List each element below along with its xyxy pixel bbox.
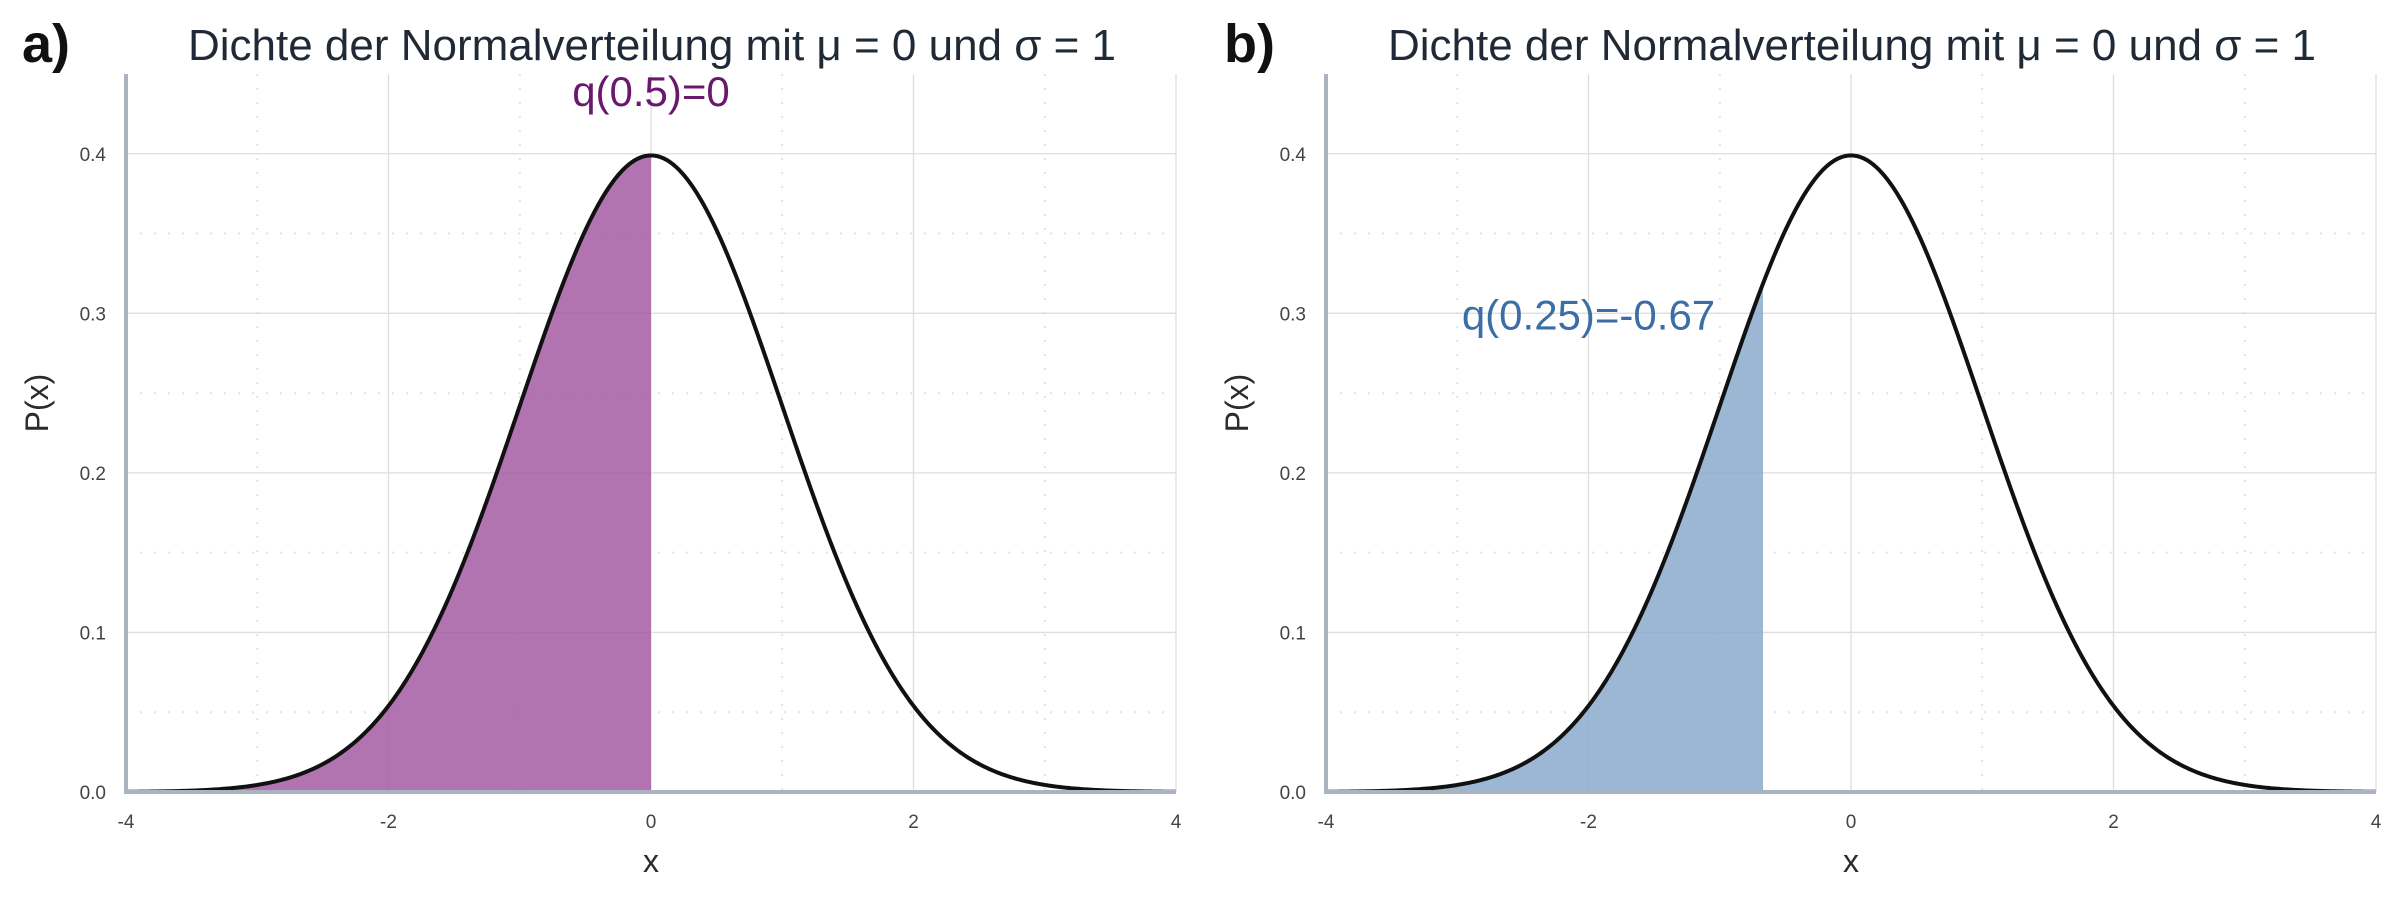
quantile-annotation: q(0.25)=-0.67	[1462, 291, 1715, 338]
x-tick-label: 0	[1846, 812, 1857, 833]
y-tick-label: 0.1	[80, 623, 106, 644]
x-tick-label: 4	[2371, 812, 2382, 833]
y-tick-label: 0.4	[1280, 145, 1307, 166]
shaded-quantile-area	[126, 155, 651, 793]
y-tick-label: 0.3	[1280, 304, 1306, 325]
y-tick-label: 0.3	[80, 304, 106, 325]
chart-panel-a: -4 -2 0 2 4 0.0 0.1 0.2 0.3 0.4 x P(x) Dichte der No…	[19, 14, 1182, 879]
x-axis-label: x	[1843, 843, 1859, 879]
chart-title: Dichte der Normalverteilung mit μ = 0 un…	[1388, 21, 2316, 70]
x-axis-label: x	[643, 843, 659, 879]
chart-panel-b: -4 -2 0 2 4 0.0 0.1 0.2 0.3 0.4 x P(x) Dichte der No…	[1219, 14, 2382, 879]
gridlines	[1325, 74, 2377, 793]
y-tick-label: 0.2	[80, 464, 106, 485]
panel-letter: a)	[22, 14, 70, 74]
x-tick-label: -2	[1580, 812, 1597, 833]
y-tick-label: 0.2	[1280, 464, 1306, 485]
x-tick-label: -2	[380, 812, 397, 833]
y-axis-label: P(x)	[1219, 374, 1255, 433]
density-curve-line	[1325, 153, 2377, 794]
y-tick-label: 0.4	[80, 145, 107, 166]
y-tick-label: 0.0	[80, 783, 106, 804]
quantile-annotation: q(0.5)=0	[572, 68, 730, 115]
x-tick-label: 2	[908, 812, 919, 833]
y-axis-label: P(x)	[19, 374, 55, 433]
x-tick-label: 0	[646, 812, 657, 833]
x-tick-label: -4	[118, 812, 135, 833]
y-tick-label: 0.0	[1280, 783, 1306, 804]
density-curve-line	[125, 153, 1177, 794]
panel-letter: b)	[1224, 14, 1275, 74]
x-tick-label: 2	[2108, 812, 2119, 833]
shaded-quantile-area	[1326, 283, 1764, 792]
x-tick-label: -4	[1318, 812, 1335, 833]
y-tick-label: 0.1	[1280, 623, 1306, 644]
chart-title: Dichte der Normalverteilung mit μ = 0 un…	[188, 21, 1116, 70]
x-tick-label: 4	[1171, 812, 1182, 833]
